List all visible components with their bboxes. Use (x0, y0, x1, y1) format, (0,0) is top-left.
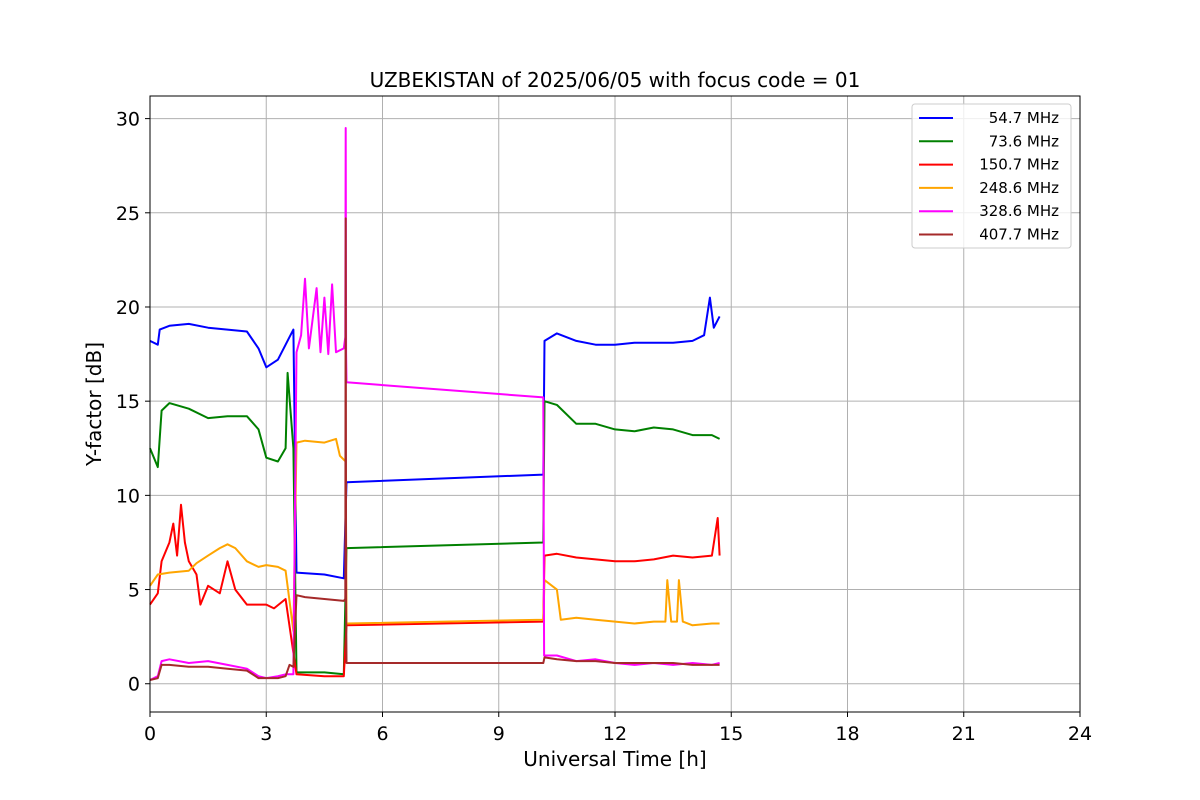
legend-items: 54.7 MHz 73.6 MHz 150.7 MHz 248.6 MHz 328.6… (919, 109, 1059, 244)
series-line-0 (149, 296, 721, 580)
x-tick-label: 0 (144, 723, 156, 745)
series-line-3 (149, 437, 720, 632)
y-tick-label: 30 (116, 109, 140, 131)
series-line-2 (149, 503, 721, 678)
legend-label: 54.7 MHz (984, 109, 1059, 127)
x-tick-label: 12 (603, 723, 627, 745)
legend-label: 407.7 MHz (979, 226, 1059, 244)
x-tick-label: 6 (376, 723, 388, 745)
x-tick-label: 21 (952, 723, 976, 745)
x-tick-label: 15 (719, 723, 743, 745)
series-lines (149, 127, 721, 681)
series-line-5 (149, 217, 720, 681)
x-axis-label: Universal Time [h] (523, 747, 706, 771)
y-axis-label: Y-factor [dB] (82, 342, 106, 467)
x-tick-label: 24 (1068, 723, 1092, 745)
x-tick-label: 18 (835, 723, 859, 745)
legend: 54.7 MHz 73.6 MHz 150.7 MHz 248.6 MHz 328.6… (911, 103, 1072, 249)
series-line-1 (149, 371, 721, 676)
legend-label: 73.6 MHz (984, 132, 1059, 150)
series-line-4 (149, 127, 720, 681)
x-axis-ticks: 0 3 6 9 12 15 18 21 24 (144, 712, 1092, 745)
legend-label: 248.6 MHz (979, 179, 1059, 197)
y-tick-label: 0 (128, 674, 140, 696)
legend-label: 150.7 MHz (979, 156, 1059, 174)
y-tick-label: 20 (116, 297, 140, 319)
y-axis-ticks: 0 5 10 15 20 25 30 (116, 109, 150, 696)
chart-title: UZBEKISTAN of 2025/06/05 with focus code… (370, 68, 861, 92)
legend-label: 328.6 MHz (979, 202, 1059, 220)
grid-lines (149, 96, 1081, 712)
x-tick-label: 9 (493, 723, 505, 745)
y-tick-label: 25 (116, 203, 140, 225)
y-tick-label: 10 (116, 485, 140, 507)
y-tick-label: 5 (128, 580, 140, 602)
x-tick-label: 3 (260, 723, 272, 745)
y-tick-label: 15 (116, 391, 140, 413)
